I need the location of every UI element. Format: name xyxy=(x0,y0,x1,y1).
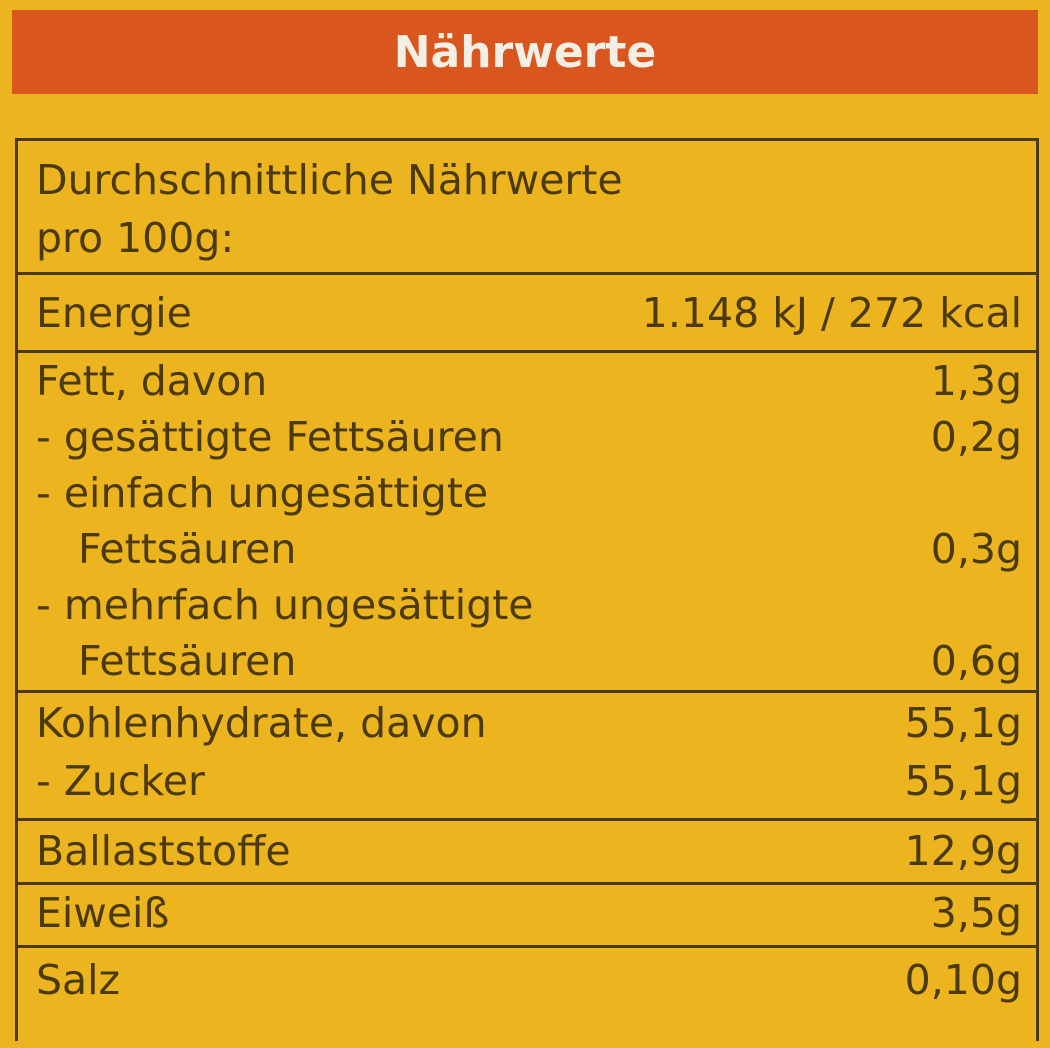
table-row: Fettsäuren 0,3g xyxy=(36,521,1022,577)
table-row: - mehrfach ungesättigte xyxy=(36,577,1022,633)
row-value: 55,1g xyxy=(904,757,1022,805)
row-label: Ballaststoffe xyxy=(36,827,291,875)
row-group-kohlenhydrate: Kohlenhydrate, davon 55,1g - Zucker 55,1… xyxy=(18,690,1036,821)
row-label: Eiweiß xyxy=(36,889,170,937)
table-row: Fettsäuren 0,6g xyxy=(36,633,1022,689)
row-value: 55,1g xyxy=(904,699,1022,747)
row-value: 0,2g xyxy=(930,413,1022,461)
row-value: 1,3g xyxy=(930,357,1022,405)
row-group-energie: Energie 1.148 kJ / 272 kcal xyxy=(18,272,1036,353)
table-row: Eiweiß 3,5g xyxy=(36,885,1022,941)
table-row: Ballaststoffe 12,9g xyxy=(36,823,1022,879)
row-label: - mehrfach ungesättigte xyxy=(36,581,534,629)
row-group-fett: Fett, davon 1,3g - gesättigte Fettsäuren… xyxy=(18,350,1036,693)
table-row: Kohlenhydrate, davon 55,1g xyxy=(36,695,1022,751)
table-row: Salz 0,10g xyxy=(36,952,1022,1008)
header-line-2: pro 100g: xyxy=(36,214,235,262)
row-group-ballaststoffe: Ballaststoffe 12,9g xyxy=(18,818,1036,885)
row-value: 0,3g xyxy=(930,525,1022,573)
row-value: 0,10g xyxy=(904,956,1022,1004)
row-label: - Zucker xyxy=(36,757,205,805)
row-label: - gesättigte Fettsäuren xyxy=(36,413,504,461)
row-value: 1.148 kJ / 272 kcal xyxy=(641,289,1022,337)
table-row: Fett, davon 1,3g xyxy=(36,353,1022,409)
row-label-continued: Fettsäuren xyxy=(78,525,297,573)
table-header: Durchschnittliche Nährwerte pro 100g: xyxy=(36,151,623,267)
table-row: - einfach ungesättigte xyxy=(36,465,1022,521)
row-label: Kohlenhydrate, davon xyxy=(36,699,487,747)
row-label-continued: Fettsäuren xyxy=(78,637,297,685)
row-value: 3,5g xyxy=(930,889,1022,937)
table-row: - Zucker 55,1g xyxy=(36,753,1022,809)
row-value: 12,9g xyxy=(904,827,1022,875)
row-group-eiweiss: Eiweiß 3,5g xyxy=(18,882,1036,948)
row-label: - einfach ungesättigte xyxy=(36,469,489,517)
table-row: - gesättigte Fettsäuren 0,2g xyxy=(36,409,1022,465)
row-label: Fett, davon xyxy=(36,357,268,405)
row-label: Salz xyxy=(36,956,121,1004)
banner-title: Nährwerte xyxy=(393,26,657,78)
table-row: Energie 1.148 kJ / 272 kcal xyxy=(36,285,1022,341)
header-line-1: Durchschnittliche Nährwerte xyxy=(36,156,623,204)
row-value: 0,6g xyxy=(930,637,1022,685)
nutrition-table: Durchschnittliche Nährwerte pro 100g: En… xyxy=(15,138,1039,1041)
row-label: Energie xyxy=(36,289,192,337)
title-banner: Nährwerte xyxy=(12,10,1038,94)
row-group-salz: Salz 0,10g xyxy=(18,945,1036,1048)
